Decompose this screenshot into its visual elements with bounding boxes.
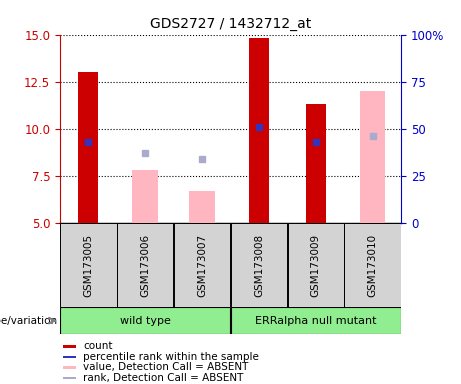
Text: GSM173009: GSM173009 [311,233,321,296]
Title: GDS2727 / 1432712_at: GDS2727 / 1432712_at [150,17,311,31]
Bar [230,223,287,307]
Bar [132,170,158,223]
Text: percentile rank within the sample: percentile rank within the sample [83,352,259,362]
Text: GSM173010: GSM173010 [367,233,378,296]
Bar [360,91,385,223]
Bar [306,104,326,223]
Bar [63,345,77,348]
Bar [249,38,269,223]
Bar [174,223,230,307]
Text: GSM173006: GSM173006 [140,233,150,296]
Bar [117,223,173,307]
Bar [189,191,215,223]
Text: GSM173008: GSM173008 [254,233,264,296]
Text: value, Detection Call = ABSENT: value, Detection Call = ABSENT [83,362,248,372]
Bar [63,356,77,358]
Bar [78,72,98,223]
Bar [344,223,401,307]
Text: GSM173007: GSM173007 [197,233,207,296]
Bar [230,307,401,334]
Bar [60,223,117,307]
Text: ERRalpha null mutant: ERRalpha null mutant [255,316,377,326]
Text: GSM173005: GSM173005 [83,233,94,296]
Bar [63,377,77,379]
Bar [288,223,344,307]
Text: count: count [83,341,113,351]
Bar [63,366,77,369]
Bar [60,307,230,334]
Text: rank, Detection Call = ABSENT: rank, Detection Call = ABSENT [83,373,244,383]
Text: wild type: wild type [120,316,171,326]
Text: genotype/variation: genotype/variation [0,316,57,326]
